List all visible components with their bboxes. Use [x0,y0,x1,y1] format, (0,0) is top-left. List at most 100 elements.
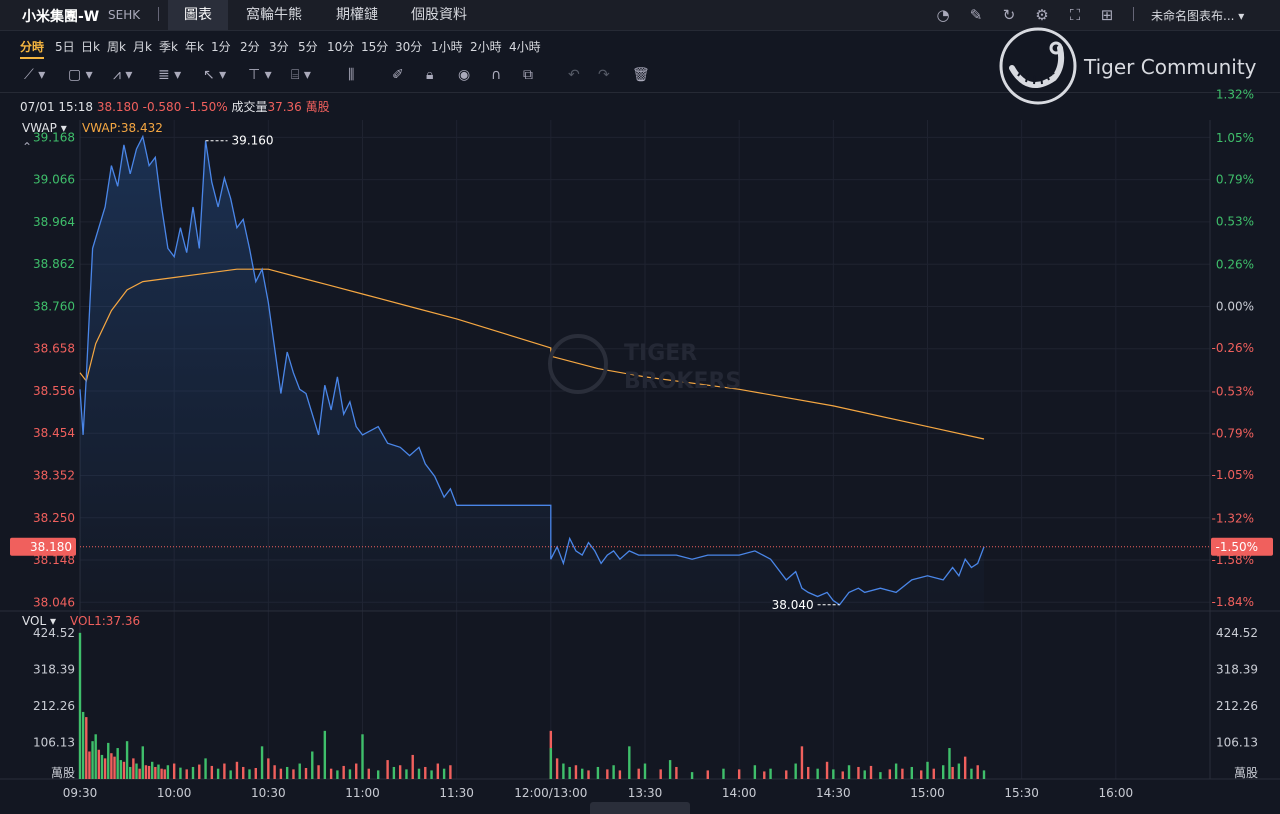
volume-bar [417,768,421,779]
volume-bar [248,769,251,779]
period-12[interactable]: 15分 [361,40,389,54]
symbol-name[interactable]: 小米集團-W [22,9,100,25]
time-tick-label: 13:30 [628,786,663,800]
volume-bar [141,746,144,779]
volume-bar [292,769,295,779]
text-tool-icon[interactable]: ⌸ ▾ [291,67,311,83]
pct-tick-label: -0.26% [1212,341,1254,355]
volume-bar [376,770,380,779]
volume-bar [606,769,609,779]
collapse-icon[interactable]: ⌃ [22,140,33,154]
eye-icon[interactable]: ◉ [458,67,471,83]
time-tick-label: 11:30 [439,786,474,800]
layout-icon[interactable]: ⊞ [1100,6,1114,24]
vol-tick-label-left: 424.52 [33,626,75,640]
period-1[interactable]: 5日 [55,40,75,54]
period-2[interactable]: 日k [81,40,100,54]
fullscreen-icon[interactable]: ⛶ [1069,6,1081,24]
period-9[interactable]: 3分 [269,40,289,54]
pct-tick-label: 1.05% [1216,131,1254,145]
vol-unit-right: 萬股 [1234,766,1258,780]
period-7[interactable]: 1分 [211,40,231,54]
line-tool-icon[interactable]: ⟋ ▾ [24,67,46,83]
magnet-icon[interactable]: ∩ [491,67,502,83]
volume-bar [920,770,923,779]
volume-bar [888,769,892,779]
tab-warrants[interactable]: 窩輪牛熊 [246,7,302,23]
volume-bar [430,770,433,779]
volume-bar [242,766,245,779]
vol-indicator-selector[interactable]: VOL ▾ [22,614,56,628]
period-11[interactable]: 10分 [327,40,355,54]
redo-icon[interactable]: ↷ [598,67,610,83]
period-bar: 分時 5日 日k 周k 月k 季k 年k 1分 2分 3分 5分 10分 15分 30分 1小時 2小時 4小時 [0,30,1280,60]
volume-bar [100,754,104,779]
arrow-tool-icon[interactable]: ↖ ▾ [203,67,227,83]
price-tick-label: 38.658 [33,342,75,356]
period-16[interactable]: 4小時 [509,40,541,54]
volume-bar [235,761,239,779]
volume-bar [816,768,819,779]
volume-bar [147,765,151,779]
time-tick-label: 16:00 [1099,786,1134,800]
period-4[interactable]: 月k [133,40,152,54]
volume-bar [107,742,110,779]
volume-bar [411,754,414,779]
volume-bar [348,769,352,779]
price-tick-label: 38.964 [33,215,75,229]
bottom-panel-toggle[interactable] [590,802,690,814]
settings-icon[interactable]: ⚙ [1035,6,1049,24]
tab-chart[interactable]: 圖表 [168,0,228,30]
period-6[interactable]: 年k [185,40,204,54]
fib-tool-icon[interactable]: ≣ ▾ [158,67,182,83]
period-5[interactable]: 季k [159,40,178,54]
period-14[interactable]: 1小時 [431,40,463,54]
period-15[interactable]: 2小時 [470,40,502,54]
rectangle-tool-icon[interactable]: ▢ ▾ [68,67,93,83]
layout-title[interactable]: 未命名图表布... ▾ [1151,9,1245,23]
tab-profile[interactable]: 個股資料 [411,7,467,23]
ruler-icon[interactable]: ⫼ [348,67,355,83]
volume-bar [785,770,788,779]
volume-bar [398,765,402,779]
brush-icon[interactable]: ✐ [392,67,404,83]
volume-bar [857,766,860,779]
tab-options[interactable]: 期權鏈 [336,7,378,23]
volume-bar [628,746,631,779]
volume-bar [637,768,640,779]
trash-icon[interactable]: 🗑︎ [632,67,650,83]
volume-bar [132,758,135,779]
period-13[interactable]: 30分 [395,40,423,54]
lock-icon[interactable]: 🔒︎ [426,67,434,83]
vwap-indicator-selector[interactable]: VWAP ▾ [22,121,67,135]
pct-tick-label: 1.32% [1216,87,1254,101]
copy-icon[interactable]: ⧉ [523,67,533,83]
volume-bar [210,765,214,779]
speed-icon[interactable]: ◔ [936,6,950,24]
period-0[interactable]: 分時 [20,40,45,59]
volume-bar [311,751,314,779]
volume-bar [157,764,160,779]
quote-datetime: 07/01 15:18 [20,100,93,114]
volume-bar [355,763,358,779]
volume-bar [304,767,308,779]
period-10[interactable]: 5分 [298,40,318,54]
volume-bar [879,772,882,779]
volume-bar [643,763,647,779]
period-8[interactable]: 2分 [240,40,260,54]
measure-tool-icon[interactable]: ⊤ ▾ [248,67,272,83]
period-3[interactable]: 周k [107,40,126,54]
volume-bar [901,768,904,779]
volume-bar [160,768,163,779]
volume-bar [254,767,257,779]
volume-bar [549,748,553,779]
time-tick-label: 14:30 [816,786,851,800]
volume-bar [78,632,82,779]
pattern-tool-icon[interactable]: ⩘ ▾ [113,67,133,83]
refresh-icon[interactable]: ↻ [1002,6,1016,24]
volume-bar [138,768,141,779]
volume-bar [706,770,709,779]
undo-icon[interactable]: ↶ [568,67,580,83]
edit-icon[interactable]: ✎ [969,6,983,24]
